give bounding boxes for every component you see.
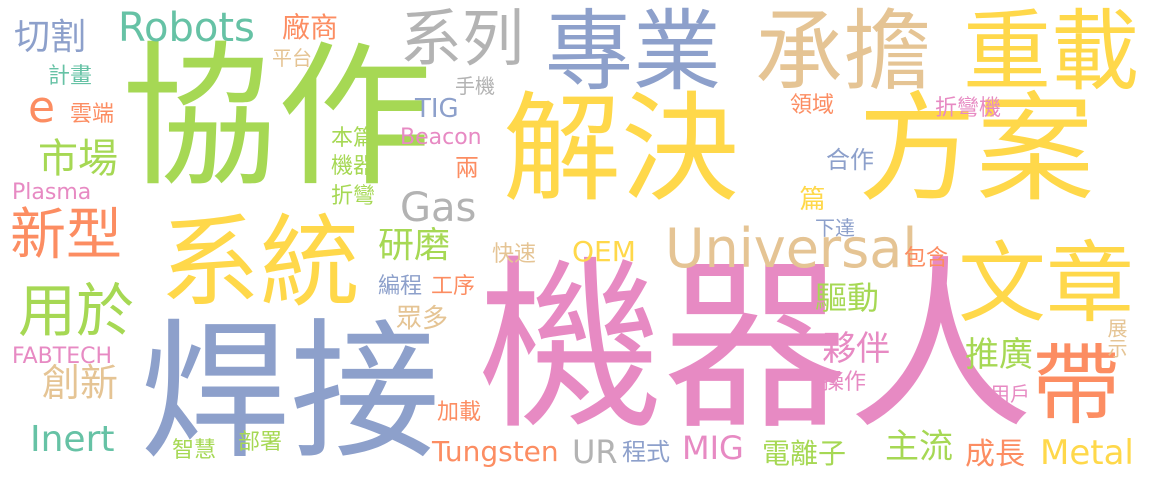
word-yanmo: 研磨 [378,225,451,266]
word-huoban: 夥伴 [822,329,890,369]
word-bushu: 部署 [238,430,283,455]
word-changshang: 廠商 [282,11,339,44]
word-dai: 帶 [1032,334,1121,437]
word-lingyu: 領域 [790,93,835,118]
word-xilie: 系列 [400,2,525,75]
word-gongxu: 工序 [431,274,476,299]
word-baohan: 包含 [904,246,949,271]
word-tungsten: Tungsten [432,435,559,468]
word-oem: OEM [572,235,636,268]
word-robots: Robots [118,5,255,51]
word-zhongzai: 重載 [963,0,1140,103]
word-plasma: Plasma [12,180,92,205]
word-wenzhang: 文章 [958,232,1135,335]
word-gas: Gas [400,185,477,231]
word-yunduan: 雲端 [70,102,115,127]
word-dianlizi: 電離子 [762,437,847,470]
word-chengdan: 承擔 [755,0,932,103]
word-xinxing: 新型 [10,203,122,268]
word-hanjie: 焊接 [140,306,441,480]
word-qudong: 驅動 [815,279,880,317]
word-zhewan: 折彎 [331,184,376,209]
word-tig: TIG [415,94,459,124]
word-fabtech: FABTECH [12,344,113,369]
word-yongyu: 用於 [18,277,135,345]
word-pian: 篇 [795,185,825,211]
word-shichang: 市場 [38,136,118,182]
word-zhuanye: 專業 [545,0,722,103]
word-metal: Metal [1040,433,1134,473]
word-mig: MIG [682,429,744,467]
word-liang: 兩 [455,154,479,182]
word-zhongduo: 眾多 [396,304,449,334]
word-yonghu: 用戶 [990,382,1030,406]
word-benpian: 本篇 [331,126,376,151]
word-biancheng: 編程 [378,274,423,299]
word-inert: Inert [30,419,115,460]
word-jihua: 計畫 [48,64,93,89]
word-e: e [28,82,56,133]
word-universal: Universal [665,217,918,280]
word-chengzhang: 成長 [965,437,1025,472]
word-xiezuo: 協作 [122,27,432,208]
word-kuaisu: 快速 [492,242,537,267]
word-qiege: 切割 [14,17,87,58]
word-fangan: 方案 [858,80,1095,218]
word-chengshi: 程式 [622,438,670,466]
word-caozuo: 操作 [822,370,867,395]
word-chuangxin: 創新 [42,361,119,405]
word-jiqi: 機器 [331,154,376,179]
word-zhanshi: 展示 [1104,318,1128,358]
word-jiazai: 加載 [437,400,482,425]
word-ur: UR [572,433,618,471]
word-xitong: 系統 [160,204,360,321]
word-xiada: 下達 [815,216,855,240]
word-beacon: Beacon [400,125,482,150]
word-zhuliu: 主流 [885,427,953,467]
word-jiqiren: 機器人 [478,239,1033,455]
word-zhihui: 智慧 [172,438,217,463]
word-jiejue: 解決 [503,80,740,218]
word-shouji: 手機 [455,74,495,98]
word-pingtai: 平台 [272,46,312,70]
word-tuiguang: 推廣 [965,335,1033,375]
word-zhewanji: 折彎機 [935,96,1002,121]
word-hezuo: 合作 [826,146,874,174]
